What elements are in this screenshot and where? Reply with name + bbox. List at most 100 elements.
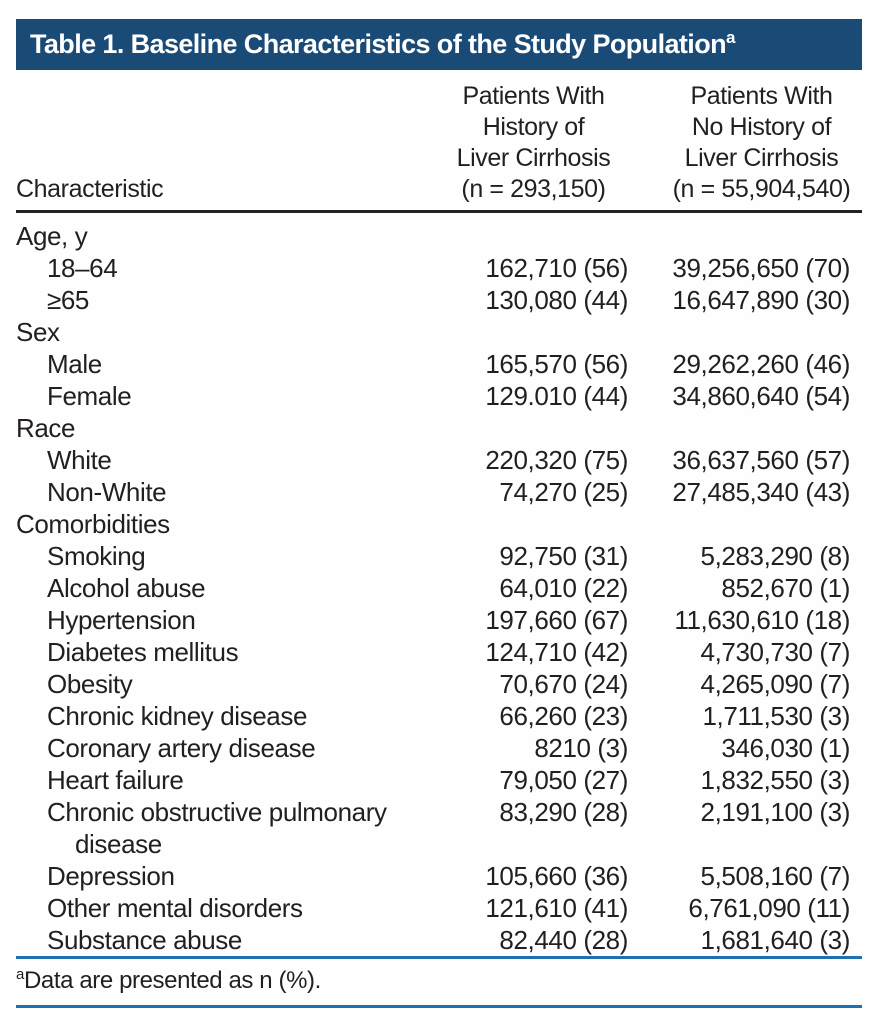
value-no-cirrhosis bbox=[631, 508, 862, 540]
row-label: Non-White bbox=[47, 477, 167, 507]
column-header-with-cirrhosis: Patients With History of Liver Cirrhosis… bbox=[426, 81, 631, 213]
footnote-top-rule bbox=[16, 956, 862, 959]
value-no-cirrhosis: 16,647,890 (30) bbox=[672, 285, 850, 315]
value-no-cirrhosis: 6,761,090 (11) bbox=[688, 893, 850, 923]
value-with-cirrhosis: 92,750 (31) bbox=[499, 541, 628, 571]
value-no-cirrhosis: 4,730,730 (7) bbox=[700, 637, 851, 667]
table-header: Characteristic Patients With History of … bbox=[16, 81, 862, 213]
table-row: Coronary artery disease 8210 (3) 346,030 (… bbox=[16, 732, 862, 764]
value-with-cirrhosis: 82,440 (28) bbox=[499, 925, 628, 955]
bottom-rule bbox=[16, 1005, 862, 1008]
value-with-cirrhosis bbox=[426, 412, 631, 444]
row-label: ≥65 bbox=[47, 285, 89, 315]
table-row: Depression 105,660 (36) 5,508,160 (7) bbox=[16, 860, 862, 892]
footnote-marker: a bbox=[16, 966, 24, 983]
value-with-cirrhosis: 66,260 (23) bbox=[499, 701, 628, 731]
row-label: Obesity bbox=[47, 669, 133, 699]
table-row: Non-White 74,270 (25) 27,485,340 (43) bbox=[16, 476, 862, 508]
table-row: Heart failure 79,050 (27) 1,832,550 (3) bbox=[16, 764, 862, 796]
value-no-cirrhosis: 346,030 (1) bbox=[721, 733, 850, 763]
value-no-cirrhosis: 5,283,290 (8) bbox=[700, 541, 851, 571]
value-with-cirrhosis: 130,080 (44) bbox=[485, 285, 628, 315]
column-header-characteristic: Characteristic bbox=[16, 81, 426, 213]
value-with-cirrhosis bbox=[426, 212, 631, 253]
table-row: Diabetes mellitus 124,710 (42) 4,730,730 (… bbox=[16, 636, 862, 668]
row-label: Smoking bbox=[47, 541, 146, 571]
value-with-cirrhosis: 79,050 (27) bbox=[499, 765, 628, 795]
value-with-cirrhosis: 74,270 (25) bbox=[499, 477, 628, 507]
section-row: Race bbox=[16, 412, 862, 444]
value-with-cirrhosis bbox=[426, 508, 631, 540]
value-no-cirrhosis: 36,637,560 (57) bbox=[672, 445, 850, 475]
value-no-cirrhosis: 2,191,100 (3) bbox=[700, 797, 851, 827]
value-with-cirrhosis: 70,670 (24) bbox=[499, 669, 628, 699]
table-row: Chronic obstructive pulmonary disease 83,… bbox=[16, 796, 862, 860]
row-label: Female bbox=[47, 381, 132, 411]
value-no-cirrhosis: 29,262,260 (46) bbox=[672, 349, 850, 379]
value-with-cirrhosis: 197,660 (67) bbox=[485, 605, 628, 635]
header-row: Characteristic Patients With History of … bbox=[16, 81, 862, 213]
row-label: Other mental disorders bbox=[47, 893, 303, 923]
title-footnote-marker: a bbox=[725, 28, 735, 47]
value-with-cirrhosis bbox=[426, 316, 631, 348]
value-with-cirrhosis: 165,570 (56) bbox=[485, 349, 628, 379]
value-no-cirrhosis: 5,508,160 (7) bbox=[700, 861, 851, 891]
value-no-cirrhosis: 11,630,610 (18) bbox=[674, 605, 850, 635]
table-row: Other mental disorders 121,610 (41) 6,761,… bbox=[16, 892, 862, 924]
table-title-text: Table 1. Baseline Characteristics of the… bbox=[30, 29, 727, 59]
section-row: Comorbidities bbox=[16, 508, 862, 540]
row-label: Heart failure bbox=[47, 765, 184, 795]
row-label: Depression bbox=[47, 861, 175, 891]
table-row: 18–64 162,710 (56) 39,256,650 (70) bbox=[16, 252, 862, 284]
row-label: White bbox=[47, 445, 112, 475]
value-no-cirrhosis bbox=[631, 316, 862, 348]
value-with-cirrhosis: 162,710 (56) bbox=[485, 253, 628, 283]
value-no-cirrhosis: 1,711,530 (3) bbox=[702, 701, 850, 731]
value-with-cirrhosis: 64,010 (22) bbox=[499, 573, 628, 603]
row-label: Coronary artery disease bbox=[47, 733, 316, 763]
table-row: Smoking 92,750 (31) 5,283,290 (8) bbox=[16, 540, 862, 572]
row-label: Race bbox=[16, 413, 76, 443]
row-label: Comorbidities bbox=[16, 509, 170, 539]
table-row: Chronic kidney disease 66,260 (23) 1,711,5… bbox=[16, 700, 862, 732]
row-label: Hypertension bbox=[47, 605, 196, 635]
value-no-cirrhosis: 1,681,640 (3) bbox=[700, 925, 851, 955]
row-label: Substance abuse bbox=[47, 925, 242, 955]
value-no-cirrhosis: 27,485,340 (43) bbox=[672, 477, 850, 507]
value-with-cirrhosis: 124,710 (42) bbox=[485, 637, 628, 667]
row-label: Chronic obstructive pulmonary disease bbox=[47, 797, 387, 859]
value-no-cirrhosis: 39,256,650 (70) bbox=[672, 253, 850, 283]
section-row: Age, y bbox=[16, 212, 862, 253]
table-row: ≥65 130,080 (44) 16,647,890 (30) bbox=[16, 284, 862, 316]
table-row: Obesity 70,670 (24) 4,265,090 (7) bbox=[16, 668, 862, 700]
row-label: Male bbox=[47, 349, 102, 379]
table-title: Table 1. Baseline Characteristics of the… bbox=[30, 29, 735, 60]
row-label: Age, y bbox=[16, 221, 88, 251]
baseline-characteristics-table: Characteristic Patients With History of … bbox=[16, 81, 862, 956]
table-title-bar: Table 1. Baseline Characteristics of the… bbox=[16, 19, 862, 70]
table-body: Age, y 18–64 162,710 (56) 39,256,650 (70) ≥6… bbox=[16, 212, 862, 957]
value-with-cirrhosis: 220,320 (75) bbox=[485, 445, 628, 475]
table-row: Male 165,570 (56) 29,262,260 (46) bbox=[16, 348, 862, 380]
value-with-cirrhosis: 83,290 (28) bbox=[499, 797, 628, 827]
table-row: Substance abuse 82,440 (28) 1,681,640 (3) bbox=[16, 924, 862, 956]
row-label: 18–64 bbox=[47, 253, 118, 283]
footnote-text: Data are presented as n (%). bbox=[23, 967, 321, 994]
row-label: Alcohol abuse bbox=[47, 573, 206, 603]
row-label: Chronic kidney disease bbox=[47, 701, 308, 731]
section-row: Sex bbox=[16, 316, 862, 348]
value-no-cirrhosis bbox=[631, 412, 862, 444]
value-no-cirrhosis: 1,832,550 (3) bbox=[700, 765, 851, 795]
table-row: White 220,320 (75) 36,637,560 (57) bbox=[16, 444, 862, 476]
table-row: Hypertension 197,660 (67) 11,630,610 (18) bbox=[16, 604, 862, 636]
row-label: Sex bbox=[16, 317, 60, 347]
value-no-cirrhosis: 852,670 (1) bbox=[721, 573, 850, 603]
table-footnote: aData are presented as n (%). bbox=[16, 959, 862, 1005]
table-row: Alcohol abuse 64,010 (22) 852,670 (1) bbox=[16, 572, 862, 604]
table-row: Female 129.010 (44) 34,860,640 (54) bbox=[16, 380, 862, 412]
row-label: Diabetes mellitus bbox=[47, 637, 239, 667]
value-with-cirrhosis: 121,610 (41) bbox=[485, 893, 628, 923]
value-with-cirrhosis: 129.010 (44) bbox=[485, 381, 628, 411]
column-header-no-cirrhosis: Patients With No History of Liver Cirrho… bbox=[631, 81, 862, 213]
